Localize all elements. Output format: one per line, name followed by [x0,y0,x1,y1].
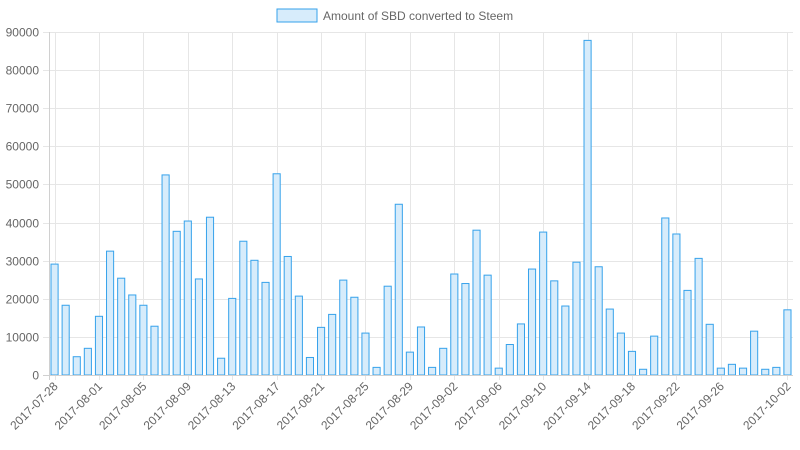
x-tick-label: 2017-09-26 [674,379,728,433]
bar[interactable] [494,367,503,376]
bar[interactable] [339,279,348,376]
bar[interactable] [705,323,714,376]
bar[interactable] [183,220,192,376]
bar[interactable] [583,39,592,376]
bar[interactable] [283,255,292,376]
bar[interactable] [350,296,359,376]
bar[interactable] [228,297,237,376]
bar[interactable] [139,304,148,376]
bar[interactable] [750,330,759,376]
bar[interactable] [205,216,215,376]
bar[interactable] [250,259,259,376]
bar[interactable] [539,231,548,376]
bar[interactable] [516,323,526,376]
bar[interactable] [416,326,426,376]
bar[interactable] [605,308,614,376]
bar[interactable] [694,257,703,376]
bar[interactable] [239,240,248,376]
bar[interactable] [683,289,692,376]
bar[interactable] [361,332,370,376]
bar[interactable] [527,268,537,376]
y-tick-label: 70000 [6,102,40,116]
bar[interactable] [272,173,281,376]
bar[interactable] [761,368,770,376]
y-tick-label: 0 [32,369,39,383]
bar[interactable] [783,309,792,376]
bar[interactable] [616,332,625,376]
bar[interactable] [450,273,459,376]
x-axis-tick-labels: 2017-07-282017-08-012017-08-052017-08-09… [7,379,793,433]
bar[interactable] [394,203,403,376]
bar[interactable] [439,347,448,376]
y-axis-tick-labels: 0 10000 20000 30000 40000 50000 60000 70000 8000… [6,26,40,383]
bar[interactable] [650,335,659,376]
bars [50,39,792,376]
bar[interactable] [128,294,137,376]
bar[interactable] [194,278,203,376]
axes [43,32,793,380]
bar[interactable] [161,174,170,376]
bar[interactable] [727,363,736,376]
bar[interactable] [317,326,326,376]
bar[interactable] [738,367,748,376]
bar[interactable] [627,350,637,376]
y-tick-label: 90000 [6,26,40,40]
y-tick-label: 40000 [6,217,40,231]
bar[interactable] [716,367,725,376]
bar[interactable] [561,305,570,376]
bar[interactable] [94,315,104,376]
bar[interactable] [672,233,681,376]
bar[interactable] [305,356,315,376]
y-tick-label: 20000 [6,293,40,307]
bar[interactable] [261,281,270,376]
bar[interactable] [150,325,159,376]
bar[interactable] [72,356,81,376]
bar[interactable] [294,295,303,376]
bar[interactable] [572,261,581,376]
y-tick-label: 30000 [6,255,40,269]
y-tick-label: 80000 [6,64,40,78]
bar[interactable] [428,366,437,376]
bar[interactable] [461,283,470,376]
y-tick-label: 60000 [6,140,40,154]
bar[interactable] [372,366,381,376]
bar[interactable] [472,229,481,376]
bar[interactable] [483,274,492,376]
bar[interactable] [217,357,226,376]
bar[interactable] [106,250,115,376]
y-tick-label: 10000 [6,331,40,345]
bar[interactable] [550,280,559,376]
bar[interactable] [117,277,126,376]
legend-label: Amount of SBD converted to Steem [323,9,513,23]
bar[interactable] [405,351,414,376]
bar[interactable] [505,344,514,376]
bar[interactable] [383,285,392,376]
x-tick-label: 2017-10-02 [740,379,794,433]
bar[interactable] [594,266,603,376]
bar[interactable] [172,230,181,376]
bar[interactable] [328,313,337,376]
bar[interactable] [772,366,781,376]
bar[interactable] [50,263,59,376]
legend-swatch [276,8,318,23]
bar[interactable] [661,217,670,376]
chart-legend[interactable]: Amount of SBD converted to Steem [276,8,513,23]
y-tick-label: 50000 [6,178,40,192]
bar[interactable] [639,368,648,376]
bar[interactable] [83,347,92,376]
bar[interactable] [61,304,70,376]
